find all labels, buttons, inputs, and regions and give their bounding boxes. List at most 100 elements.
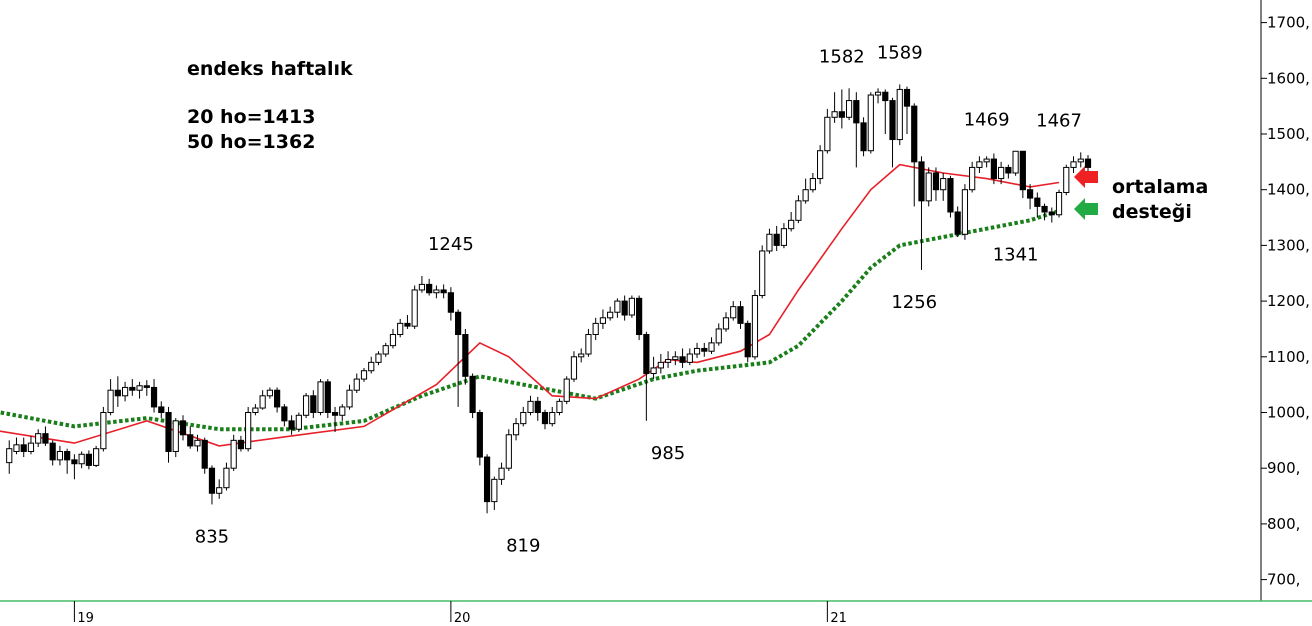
annotations-group: 1582 1589 1469 1467 1245 835 819 985 1256 1341 [195,42,1082,556]
candle-body [78,453,85,465]
candles-group [6,84,1092,514]
candle [932,167,940,201]
candle-body [1041,205,1048,213]
candle-body [483,456,491,503]
candle-body [802,189,809,202]
candle-body [462,334,469,377]
candle [563,376,570,405]
chart-title: endeks haftalık [187,58,353,80]
candle [693,342,701,358]
candle-body [679,356,686,363]
candle-body [114,389,121,397]
candle-body [397,322,404,336]
candle [1048,207,1055,223]
candle-body [563,378,570,402]
candle-body [744,322,751,358]
candle-body [693,347,701,355]
candle [578,348,585,363]
candle [389,328,397,349]
candle-body [324,381,331,413]
candle-body [1048,211,1055,216]
candle [397,318,404,338]
candle [440,284,447,299]
candle [722,312,730,332]
candle [672,351,679,366]
candle-body [440,289,447,294]
annotation-label: 1467 [1036,110,1082,131]
candle [317,379,324,416]
candle [476,409,483,466]
candle [158,401,165,419]
candle [1041,203,1048,221]
candle-body [911,105,918,163]
candle [534,396,541,421]
candle-body [317,381,324,413]
candle-body [360,370,368,380]
annotation-label: 1582 [819,46,865,67]
candle [266,387,273,399]
candle [288,415,295,435]
candle [302,393,310,419]
candle [570,351,578,382]
x-tick-label: 21 [830,611,847,622]
candle-body [85,453,92,466]
candle-body [6,448,13,464]
candle [71,454,78,480]
candle [911,103,918,207]
candle [831,92,838,123]
candle-body [650,367,657,375]
y-tick-label: 1200, [1267,292,1310,310]
candle-body [824,116,831,152]
candle-body [27,442,35,452]
candle [520,406,527,427]
candle-body [549,412,556,425]
annotation-label: 1341 [993,245,1039,266]
candle-body [940,178,947,191]
y-tick-label: 1300, [1267,236,1310,254]
candle [42,426,49,446]
candle [556,398,563,416]
candle [838,89,845,129]
candle-body [751,295,759,358]
candle-body [621,300,628,316]
candle-body [512,423,520,436]
candle-body [730,306,737,319]
candle-body [35,433,42,444]
candle [715,323,722,346]
candle-body [223,467,230,489]
candle-body [570,356,578,380]
candle [773,225,780,251]
candle-body [722,317,730,330]
x-tick-label: 20 [454,611,471,622]
candle [129,379,136,396]
ma20-label: 20 ho=1413 [187,106,315,128]
candle [223,462,230,491]
candle-body [592,322,599,336]
candle-body [491,478,498,503]
support-note-line1: ortalama [1112,176,1208,198]
candle [375,351,382,366]
candle [925,167,932,207]
candle [64,448,71,474]
candle-body [788,219,795,230]
candle-body [664,359,672,363]
candle-body [541,412,549,425]
candle-body [643,334,650,375]
candle-body [838,111,845,118]
y-tick-label: 900, [1267,459,1300,477]
candle-body [64,450,71,461]
candle-body [455,311,462,336]
candle-body [874,91,882,96]
candle [1012,150,1019,176]
candle-body [295,414,302,430]
candle [455,309,462,407]
candle [882,89,889,134]
candle [324,379,331,419]
candle [165,406,172,463]
candle-body [302,395,310,416]
annotation-label: 1469 [964,109,1010,130]
candle [599,309,607,329]
candle [208,465,216,505]
candle-body [831,111,838,118]
